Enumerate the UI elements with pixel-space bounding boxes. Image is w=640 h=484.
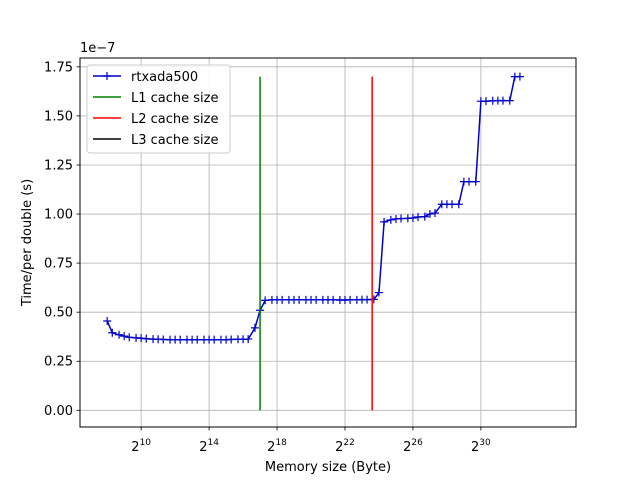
data-point xyxy=(420,212,429,221)
x-tick-label: 218 xyxy=(267,438,287,455)
data-point xyxy=(498,96,507,105)
y-tick-label: 1.00 xyxy=(44,208,73,223)
plot-lines xyxy=(103,72,524,411)
data-point xyxy=(431,209,440,218)
legend: rtxada500 L1 cache size L2 cache size L3 ca… xyxy=(86,64,231,154)
legend-marker xyxy=(103,72,111,80)
data-point xyxy=(346,295,355,304)
data-point xyxy=(515,72,524,81)
data-point xyxy=(363,295,372,304)
data-point xyxy=(369,295,378,304)
data-point xyxy=(481,97,490,106)
data-point xyxy=(250,323,259,332)
plot-frame xyxy=(79,57,577,428)
data-point xyxy=(425,210,434,219)
x-tick-label: 226 xyxy=(403,438,423,455)
y-scale-label: 1e−7 xyxy=(80,41,115,56)
legend-label: L3 cache size xyxy=(131,133,218,148)
data-point xyxy=(115,330,124,339)
data-point xyxy=(471,177,480,186)
y-tick-label: 1.50 xyxy=(44,109,73,124)
data-point xyxy=(176,335,185,344)
data-point xyxy=(414,212,423,221)
data-point xyxy=(448,200,456,209)
data-point xyxy=(374,288,383,297)
x-axis-label: Memory size (Byte) xyxy=(265,460,391,475)
data-point xyxy=(261,296,270,305)
data-point xyxy=(329,295,338,304)
legend-label: L2 cache size xyxy=(131,112,218,127)
y-tick-label: 0.00 xyxy=(44,404,73,419)
y-tick-label: 1.25 xyxy=(44,158,73,173)
data-point xyxy=(380,217,389,226)
data-point xyxy=(142,334,151,343)
axis-ticks: 210 214 218 222 226 230 0.00 0.25 0.50 0.75 1.00 1.… xyxy=(44,60,491,455)
data-point xyxy=(159,335,168,344)
legend-label: rtxada500 xyxy=(131,70,198,85)
y-axis-label: Time/per double (s) xyxy=(20,179,35,307)
y-tick-label: 0.50 xyxy=(44,306,73,321)
data-point xyxy=(464,177,473,186)
y-tick-label: 0.25 xyxy=(44,355,73,370)
data-point xyxy=(193,335,202,344)
data-point xyxy=(125,333,134,342)
data-point xyxy=(278,295,287,304)
data-point xyxy=(397,214,406,223)
data-point xyxy=(120,332,129,341)
x-tick-label: 230 xyxy=(471,438,491,455)
y-tick-label: 1.75 xyxy=(44,60,73,75)
data-point xyxy=(408,213,417,222)
data-point xyxy=(103,317,112,326)
data-point xyxy=(227,335,236,344)
data-point xyxy=(454,200,463,209)
legend-box xyxy=(86,64,231,154)
y-tick-label: 0.75 xyxy=(44,257,73,272)
x-tick-label: 214 xyxy=(199,438,219,455)
data-point xyxy=(386,215,395,224)
data-point xyxy=(295,295,304,304)
data-point xyxy=(312,295,321,304)
x-tick-label: 222 xyxy=(335,438,355,455)
grid xyxy=(80,58,576,427)
data-point xyxy=(108,328,117,337)
data-point xyxy=(244,335,253,344)
data-point xyxy=(505,96,514,105)
x-tick-label: 210 xyxy=(131,438,151,455)
data-point xyxy=(210,335,219,344)
legend-label: L1 cache size xyxy=(131,91,218,106)
